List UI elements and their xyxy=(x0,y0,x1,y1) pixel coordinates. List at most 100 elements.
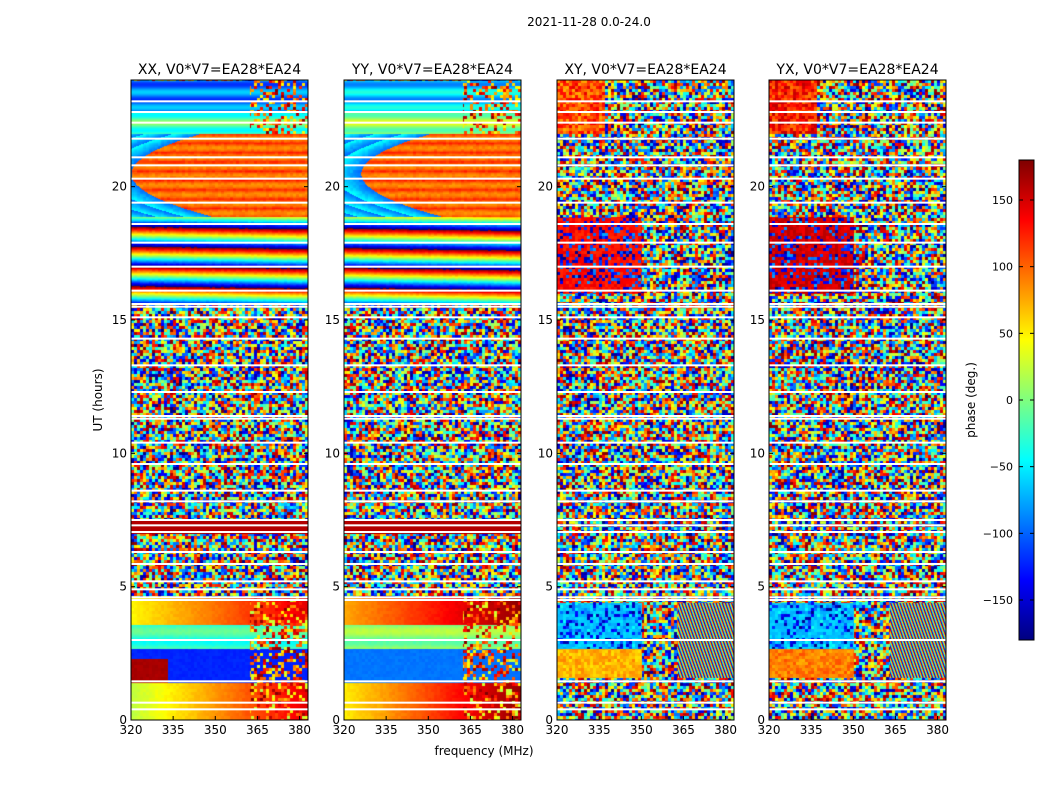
x-tick-label: 380 xyxy=(501,723,524,737)
y-tick-label: 0 xyxy=(545,713,553,727)
heatmap-image xyxy=(131,80,308,720)
flagged-row xyxy=(769,580,946,583)
flagged-row xyxy=(769,121,946,124)
flagged-row xyxy=(131,417,308,420)
y-tick-label: 10 xyxy=(750,446,765,460)
flagged-row xyxy=(131,680,308,683)
flagged-row xyxy=(344,519,521,521)
flagged-row xyxy=(131,639,308,641)
x-tick-label: 350 xyxy=(204,723,227,737)
y-tick-label: 20 xyxy=(112,180,127,194)
heatmap-image xyxy=(344,80,521,720)
flagged-row xyxy=(131,316,308,319)
flagged-row xyxy=(769,524,946,527)
flagged-row xyxy=(557,639,734,641)
flagged-row xyxy=(131,241,308,244)
panels: XX, V0*V7=EA28*EA24 320 335 350 365 380 0 5 10 15… xyxy=(112,62,949,737)
flagged-row xyxy=(557,588,734,591)
flagged-row xyxy=(131,524,308,527)
flagged-row xyxy=(557,164,734,167)
y-tick-label: 20 xyxy=(325,180,340,194)
flagged-row xyxy=(131,588,308,591)
y-tick-label: 0 xyxy=(757,713,765,727)
panel-yx: YX, V0*V7=EA28*EA24 320 335 350 365 380 0 5 10 15… xyxy=(750,62,949,737)
flagged-row xyxy=(131,708,308,711)
flagged-row xyxy=(557,364,734,367)
flagged-row xyxy=(769,164,946,167)
x-tick-label: 350 xyxy=(417,723,440,737)
flagged-row xyxy=(557,121,734,124)
x-tick-label: 350 xyxy=(630,723,653,737)
flagged-row xyxy=(557,417,734,420)
y-tick-label: 10 xyxy=(325,446,340,460)
flagged-row xyxy=(131,305,308,308)
flagged-row xyxy=(557,551,734,553)
flagged-row xyxy=(131,337,308,340)
x-tick-label: 365 xyxy=(246,723,269,737)
panel-title: YX, V0*V7=EA28*EA24 xyxy=(775,62,938,78)
flagged-row xyxy=(557,441,734,444)
x-tick-label: 365 xyxy=(884,723,907,737)
flagged-row xyxy=(344,701,521,704)
flagged-row xyxy=(769,156,946,159)
colorbar-label: phase (deg.) xyxy=(964,362,978,438)
flagged-row xyxy=(557,303,734,305)
panel-frame xyxy=(768,79,947,721)
flagged-row xyxy=(131,100,308,103)
flagged-row xyxy=(769,241,946,244)
flagged-row xyxy=(557,599,734,601)
flagged-row xyxy=(344,563,521,565)
flagged-row xyxy=(769,316,946,319)
colorbar-tick-label: −50 xyxy=(990,461,1013,474)
flagged-row xyxy=(344,680,521,683)
flagged-row xyxy=(557,316,734,319)
flagged-row xyxy=(344,137,521,140)
y-tick-label: 5 xyxy=(119,580,127,594)
x-tick-label: 320 xyxy=(546,723,569,737)
flagged-row xyxy=(344,289,521,292)
flagged-row xyxy=(344,417,521,420)
flagged-row xyxy=(769,177,946,180)
flagged-row xyxy=(769,201,946,204)
x-axis-label: frequency (MHz) xyxy=(434,744,533,758)
flagged-row xyxy=(344,580,521,583)
flagged-row xyxy=(131,223,308,225)
x-tick-label: 320 xyxy=(758,723,781,737)
heatmap-image xyxy=(557,80,734,720)
flagged-row xyxy=(131,265,308,268)
flagged-row xyxy=(131,121,308,124)
y-tick-label: 10 xyxy=(538,446,553,460)
flagged-row xyxy=(131,303,308,305)
flagged-row xyxy=(557,156,734,159)
colorbar-tick-label: 100 xyxy=(992,261,1013,274)
flagged-row xyxy=(131,701,308,704)
flagged-row xyxy=(769,303,946,305)
flagged-row xyxy=(557,680,734,683)
suptitle: 2021-11-28 0.0-24.0 xyxy=(527,15,651,29)
flagged-row xyxy=(131,177,308,180)
flagged-row xyxy=(131,111,308,113)
y-tick-label: 15 xyxy=(325,313,340,327)
flagged-row xyxy=(344,177,521,180)
flagged-row xyxy=(769,531,946,533)
flagged-row xyxy=(557,137,734,140)
flagged-row xyxy=(557,289,734,292)
flagged-row xyxy=(131,289,308,292)
colorbar: −150 −100 −50 0 50 100 150 xyxy=(983,159,1035,641)
flagged-row xyxy=(557,337,734,340)
flagged-row xyxy=(131,364,308,367)
flagged-row xyxy=(769,337,946,340)
flagged-row xyxy=(131,441,308,444)
flagged-row xyxy=(557,201,734,204)
flagged-row xyxy=(769,701,946,704)
flagged-row xyxy=(557,100,734,103)
y-tick-label: 0 xyxy=(332,713,340,727)
flagged-row xyxy=(769,680,946,683)
flagged-row xyxy=(131,500,308,503)
flagged-row xyxy=(131,489,308,492)
flagged-row xyxy=(131,563,308,565)
flagged-row xyxy=(557,519,734,521)
flagged-row xyxy=(557,489,734,492)
colorbar-tick-label: −150 xyxy=(983,594,1013,607)
colorbar-tick-label: −100 xyxy=(983,527,1013,540)
